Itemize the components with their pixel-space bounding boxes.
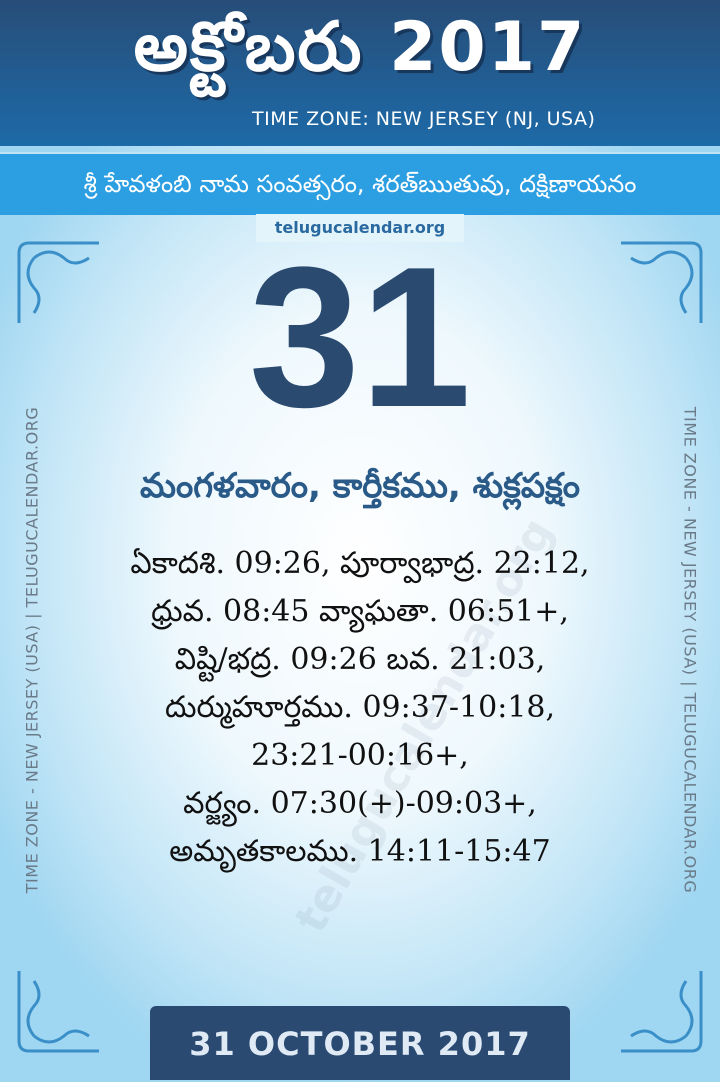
ornament-top-right-icon — [621, 241, 703, 323]
detail-line-varjyam: వర్జ్యం. 07:30(+)-09:03+, — [183, 786, 537, 821]
detail-line-yoga: ధ్రువ. 08:45 వ్యాఘతా. 06:51+, — [151, 594, 569, 629]
detail-line-karana: విష్టి/భద్ర. 09:26 బవ. 21:03, — [174, 642, 546, 677]
timezone-label: TIME ZONE: NEW JERSEY (NJ, USA) — [252, 108, 596, 130]
month-year-title: అక్టోబరు 2017 — [133, 8, 587, 87]
ornament-top-left-icon — [17, 241, 99, 323]
detail-line-tithi-nakshatra: ఏకాదశి. 09:26, పూర్వాభాద్ర. 22:12, — [130, 546, 590, 581]
header: అక్టోబరు 2017 TIME ZONE: NEW JERSEY (NJ,… — [0, 0, 720, 146]
year-info-band: శ్రీ హేవళంబి నామ సంవత్సరం, శరత్‌ఋతువు, ద… — [0, 152, 720, 215]
side-text-right: TIME ZONE - NEW JERSEY (USA) | TELUGUCAL… — [680, 406, 700, 894]
site-link[interactable]: telugucalendar.org — [256, 214, 464, 242]
panchang-details: ఏకాదశి. 09:26, పూర్వాభాద్ర. 22:12, ధ్రువ… — [60, 540, 660, 876]
weekday-month-paksha: మంగళవారం, కార్తీకము, శుక్లపక్షం — [140, 466, 580, 506]
footer-date: 31 OCTOBER 2017 — [150, 1006, 570, 1080]
ornament-bottom-left-icon — [17, 971, 99, 1053]
day-number: 31 — [248, 226, 472, 449]
detail-line-amrutha-kalam: అమృతకాలము. 14:11-15:47 — [169, 834, 551, 869]
ornament-bottom-right-icon — [621, 971, 703, 1053]
detail-line-durmuhurtham-2: 23:21-00:16+, — [251, 738, 469, 773]
year-info-text: శ్రీ హేవళంబి నామ సంవత్సరం, శరత్‌ఋతువు, ద… — [83, 170, 637, 198]
detail-line-durmuhurtham: దుర్ముహూర్తము. 09:37-10:18, — [164, 690, 556, 725]
side-text-left: TIME ZONE - NEW JERSEY (USA) | TELUGUCAL… — [22, 406, 42, 894]
